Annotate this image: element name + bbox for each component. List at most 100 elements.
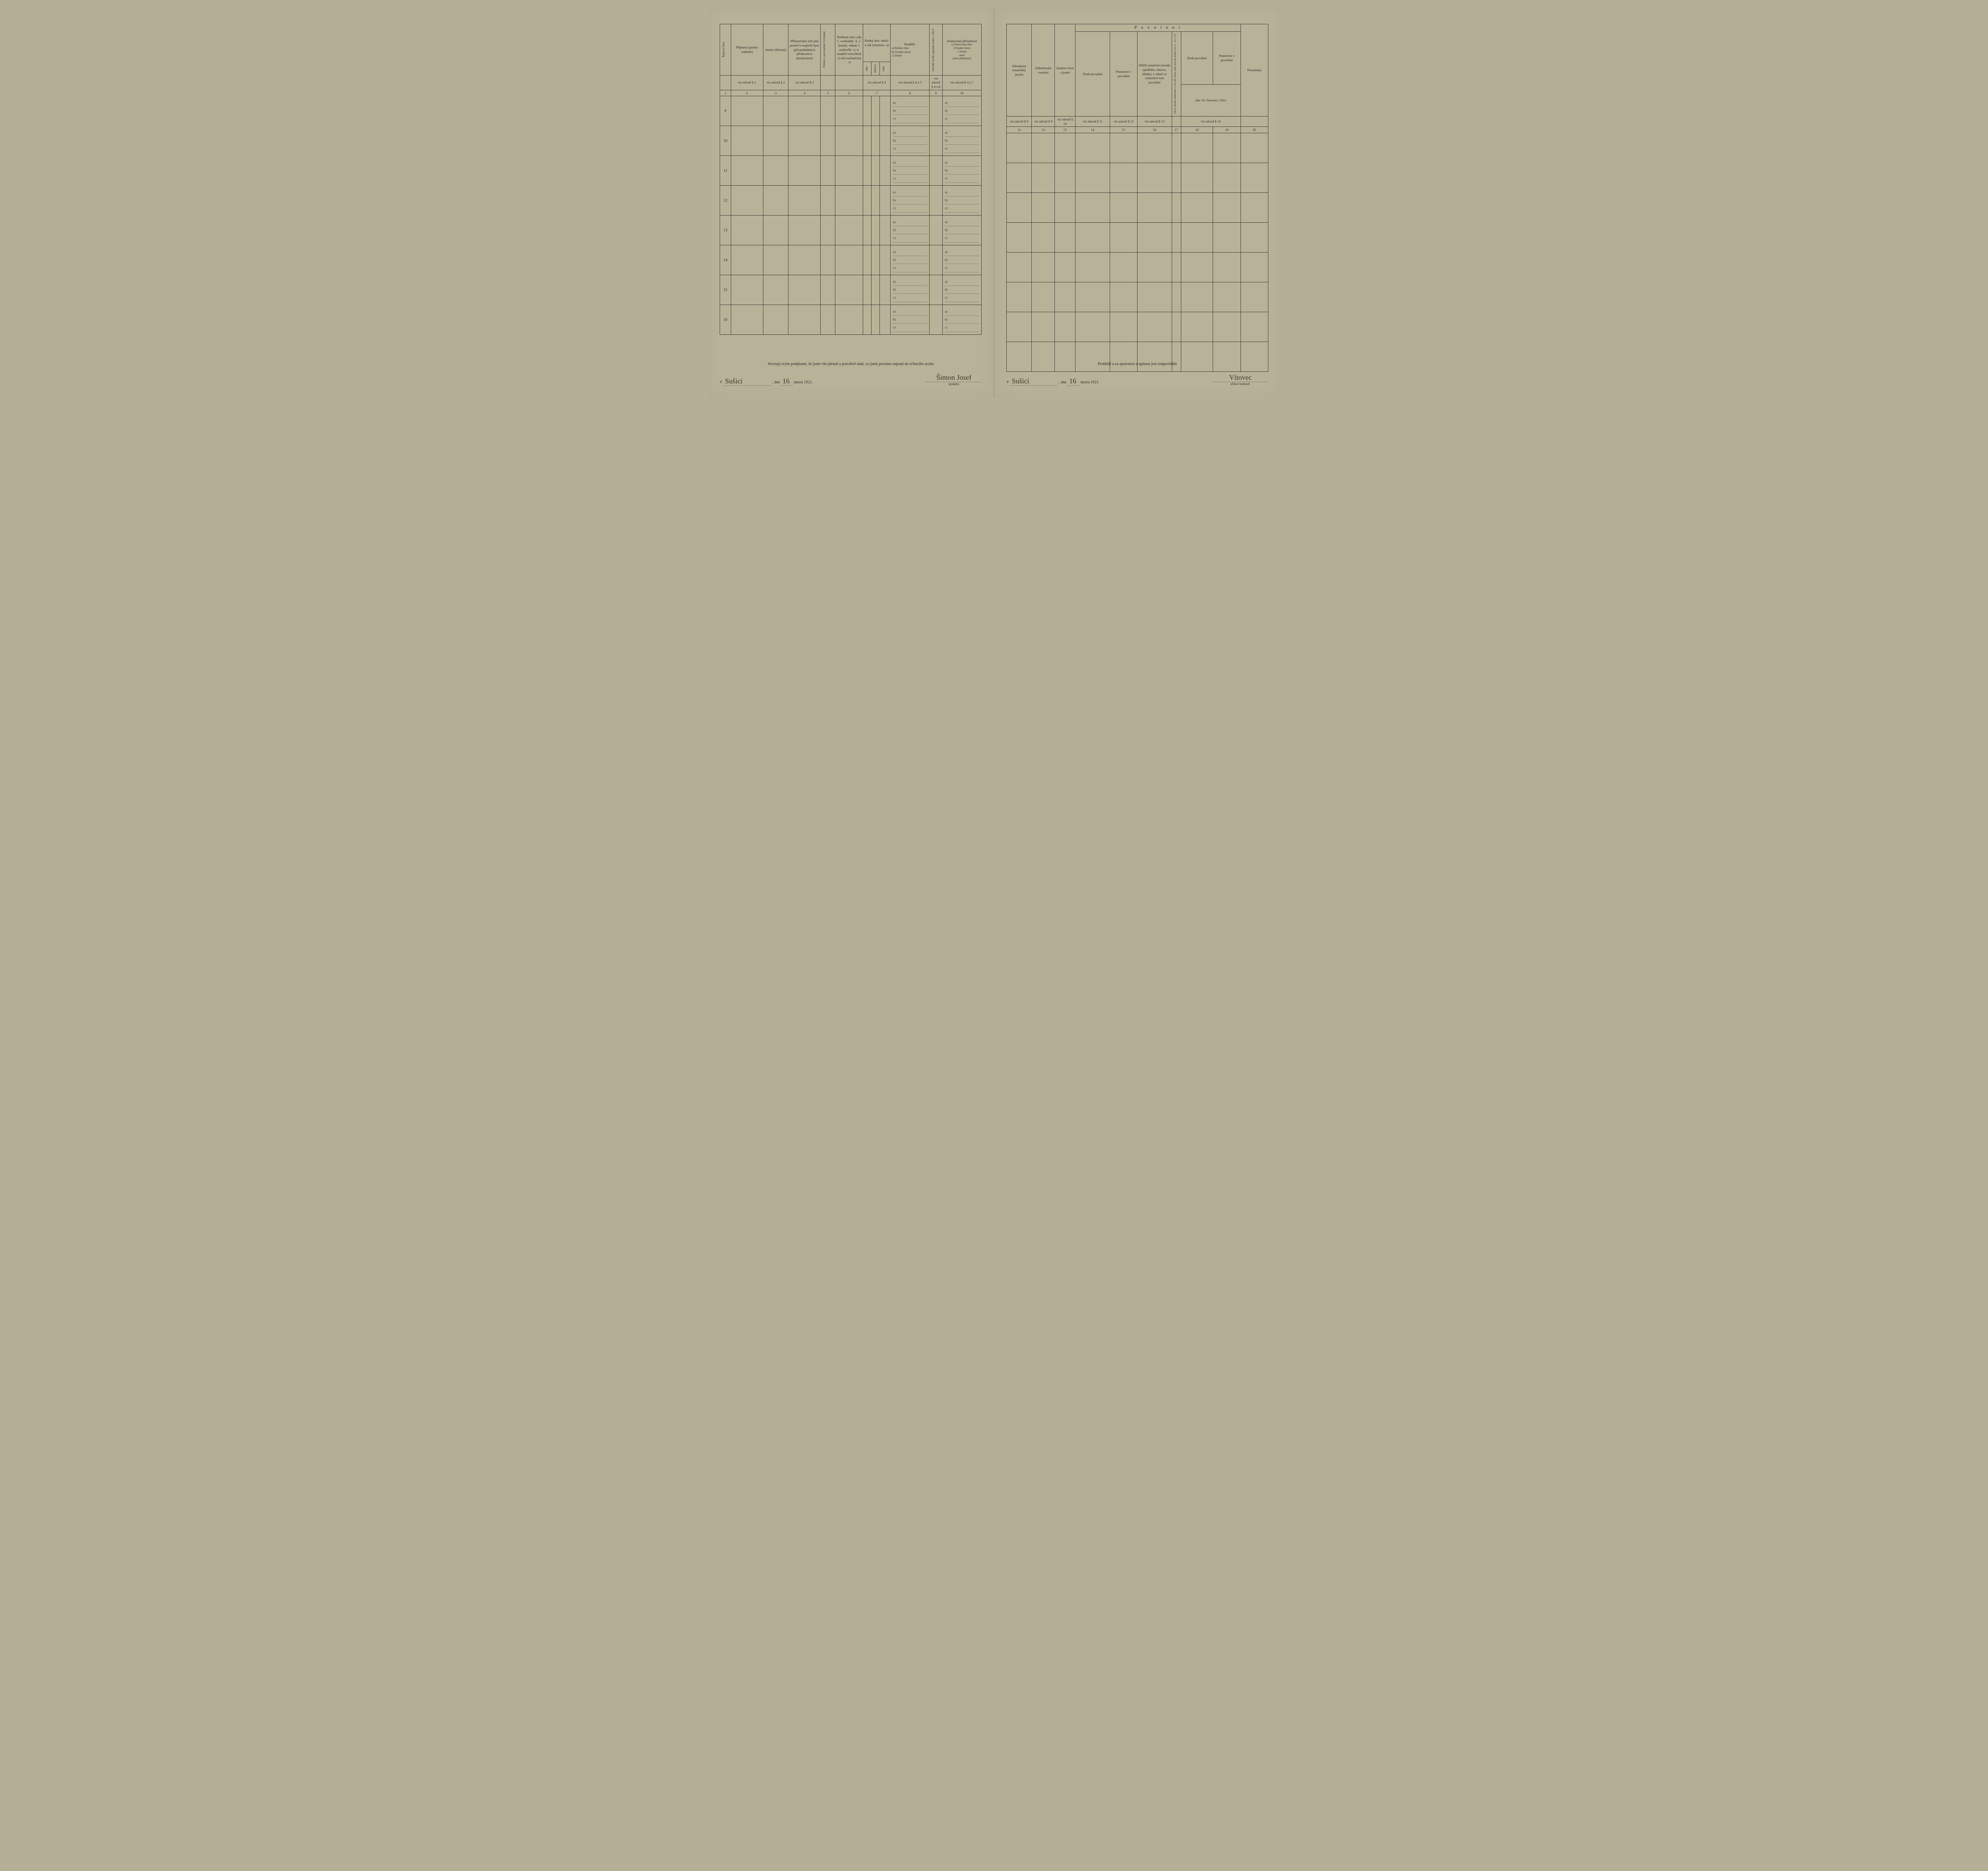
table-row: 13 a)b)c) a)b)c) [720,216,982,245]
domicile-cell: a)b)c) [942,96,981,126]
right-page: Národnost (mateřský jazyk) Ná­boženské v… [994,8,1280,398]
cell [1137,192,1172,222]
cell [788,186,821,216]
cell [1213,163,1241,192]
row-number: 16 [720,305,731,335]
cell [788,96,821,126]
cell [1055,163,1076,192]
colnum: 8 [891,90,930,96]
cell [880,245,891,275]
cell [1181,133,1213,163]
col18-19-date: dne 16. července 1914 [1181,85,1241,117]
cell [1172,282,1181,312]
ref10: viz návod § 4 a 7 [942,75,981,90]
col7a-header: dne [864,65,869,72]
cell [1110,192,1137,222]
birthplace-cell: a)b)c) [891,305,930,335]
cell [1241,163,1268,192]
col7c-header: roku [881,64,885,73]
colnum: 19 [1213,127,1241,133]
cell [1137,282,1172,312]
row-number: 13 [720,216,731,245]
cell [788,245,821,275]
cell [835,216,863,245]
cell [1055,312,1076,342]
cell [1007,163,1032,192]
cell [821,275,835,305]
cell [1007,133,1032,163]
cell [788,305,821,335]
left-table: Řadové číslo Příjmení (jméno rodinné) Jm… [720,24,982,335]
table-row [1007,282,1268,312]
cell [1172,222,1181,252]
povolani-title: P o v o l á n í [1076,24,1241,32]
col13-header: Znalost čtení a psaní [1055,24,1076,117]
cell [872,305,880,335]
cell [872,275,880,305]
cell [1110,282,1137,312]
cell [880,186,891,216]
place-date: V Sušici , dne 16 února 1921. [1006,377,1099,386]
table-row [1007,133,1268,163]
ref13: viz návod § 10 [1055,117,1076,127]
left-footer: Stvrzuji svým podpisem, že jsem vše přes… [720,362,982,386]
row-number: 11 [720,156,731,186]
cell [1213,312,1241,342]
cell [788,216,821,245]
cell [1055,252,1076,282]
domicile-cell: a)b)c) [942,156,981,186]
cell [763,275,788,305]
cell [872,156,880,186]
cell [835,275,863,305]
ref8: viz návod § 4 a 5 [891,75,930,90]
cell [835,126,863,156]
col14-header: Druh povolání [1076,31,1110,116]
cell [930,96,942,126]
cell [1007,222,1032,252]
cell [763,96,788,126]
cell [863,245,871,275]
col7b-header: měsíce [873,63,877,74]
place-handwritten: Sušici [724,377,771,386]
cell [1241,222,1268,252]
cell [731,186,763,216]
col4-header: Příbuzenský neb jiný poměr k majiteli by… [788,24,821,76]
ref7: viz návod § 4 [863,75,890,90]
cell [930,245,942,275]
cell [1032,282,1055,312]
colnum: 3 [763,90,788,96]
cell [1076,222,1110,252]
domicile-cell: a)b)c) [942,216,981,245]
birthplace-cell: a)b)c) [891,216,930,245]
cell [1076,192,1110,222]
birthplace-cell: a)b)c) [891,156,930,186]
table-row: 16a)b)c)a)b)c) [720,305,982,335]
signature-block: Šimon Josef (podpis) [926,373,982,386]
cell [763,126,788,156]
row-number: 14 [720,245,731,275]
table-row [1007,163,1268,192]
cell [1241,133,1268,163]
table-row [1007,312,1268,342]
col17-header: Zda je dělník zaměstnán v závodě cizím, … [1173,33,1177,115]
cell [863,96,871,126]
cell [1241,192,1268,222]
ref3: viz návod § 3 [788,75,821,90]
day-handwritten: 16 [1068,377,1079,386]
cell [1007,282,1032,312]
cell [731,275,763,305]
signature: Šimon Josef [926,373,982,382]
cell [1032,192,1055,222]
cell [1007,312,1032,342]
cell [863,275,871,305]
ref11: viz návod § 8 [1007,117,1032,127]
ref12: viz návod § 9 [1032,117,1055,127]
cell [788,275,821,305]
cell [1076,133,1110,163]
cell [835,96,863,126]
cell [1076,252,1110,282]
colnum: 12 [1032,127,1055,133]
cell [930,305,942,335]
cell [1137,222,1172,252]
signature-label: (podpis) [949,382,959,386]
